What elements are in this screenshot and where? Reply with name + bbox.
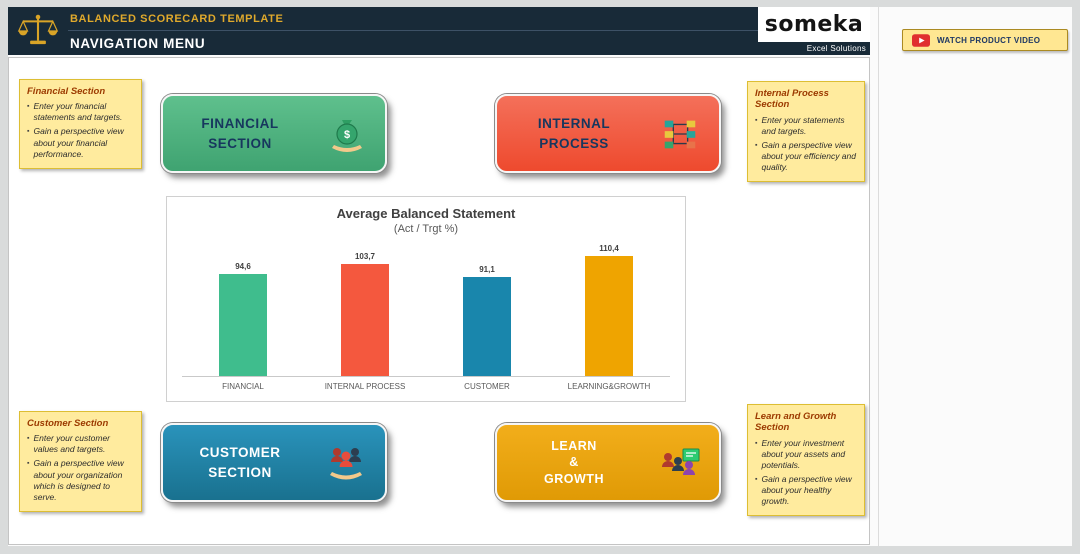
bar-value-label: 91,1: [479, 265, 495, 275]
bullet-marker: ▪: [755, 141, 758, 149]
note-bullet: ▪ Enter your financial statements and tar…: [27, 101, 134, 123]
bar-value-label: 94,6: [235, 261, 251, 271]
page-title: NAVIGATION MENU: [70, 35, 206, 51]
note-bullet-text: Enter your financial statements and targ…: [33, 101, 123, 123]
note-bullet: ▪ Gain a perspective view about your orga…: [27, 458, 134, 502]
training-icon: [651, 441, 709, 485]
chart-title: Average Balanced Statement: [336, 206, 516, 221]
internal-button-label: INTERNAL PROCESS: [537, 115, 611, 151]
chart-bar: [341, 263, 389, 376]
financial-button-label: FINANCIAL SECTION: [201, 115, 279, 151]
bullet-marker: ▪: [755, 439, 758, 447]
note-bullet: ▪ Enter your statements and targets.: [755, 115, 857, 137]
note-bullet-text: Gain a perspective view about your healt…: [761, 473, 852, 507]
note-bullet: ▪ Gain a perspective view about your heal…: [755, 474, 857, 507]
category-label: INTERNAL PROCESS: [324, 382, 406, 391]
bullet-marker: ▪: [755, 116, 758, 124]
internal-process-note: Internal Process Section ▪ Enter your sta…: [747, 81, 865, 183]
note-bullet-text: Enter your customer values and targets.: [33, 433, 111, 455]
chart-category-axis: FINANCIAL INTERNAL PROCESS CUSTOMER LEAR…: [182, 377, 670, 391]
bar-value-label: 110,4: [599, 244, 619, 254]
chart-subtitle: (Act / Trgt %): [393, 223, 459, 235]
svg-text:$: $: [344, 129, 350, 141]
note-bullet: ▪ Enter your customer values and targets.: [27, 433, 134, 455]
chart-column: 110,4: [548, 244, 670, 376]
note-title: Learn and Growth Section: [755, 411, 837, 434]
watch-product-video-button[interactable]: WATCH PRODUCT VIDEO: [902, 29, 1068, 51]
balance-scale-icon: [8, 7, 68, 55]
customer-note: Customer Section ▪ Enter your customer va…: [19, 411, 142, 512]
chart-column: 94,6: [182, 261, 304, 376]
note-bullet-text: Gain a perspective view about your effic…: [761, 139, 856, 172]
financial-note: Financial Section ▪ Enter your financial …: [19, 79, 142, 169]
note-bullet-text: Gain a perspective view about your finan…: [33, 126, 124, 159]
category-label: LEARNING&GROWTH: [567, 382, 651, 391]
note-title: Financial Section: [27, 86, 106, 97]
note-title: Internal Process Section: [755, 88, 829, 111]
note-bullet: ▪ Gain a perspective view about your effi…: [755, 140, 857, 173]
main-panel: Financial Section ▪ Enter your financial …: [8, 57, 870, 545]
category-label: FINANCIAL: [222, 382, 264, 391]
money-bag-icon: $: [317, 112, 375, 156]
bullet-marker: ▪: [755, 475, 758, 483]
internal-process-button[interactable]: INTERNAL PROCESS: [495, 94, 721, 173]
note-bullet-text: Enter your statements and targets.: [761, 114, 845, 136]
header-titles: BALANCED SCORECARD TEMPLATE NAVIGATION M…: [68, 7, 758, 55]
customer-section-button[interactable]: CUSTOMER SECTION: [161, 423, 387, 502]
customers-hand-icon: [317, 441, 375, 485]
chart-bar: [585, 256, 633, 376]
note-bullet: ▪ Gain a perspective view about your fina…: [27, 126, 134, 159]
chart-bar: [463, 277, 511, 376]
chart-column: 103,7: [304, 252, 426, 376]
chart-plot-area: 94,6 103,7 91,1 110,4: [182, 239, 670, 377]
chart-column: 91,1: [426, 265, 548, 376]
learn-button-label: LEARN & GROWTH: [544, 439, 604, 486]
note-bullet: ▪ Enter your investment about your assets…: [755, 438, 857, 471]
average-balanced-statement-chart: Average Balanced Statement (Act / Trgt %…: [166, 196, 686, 402]
customer-button-label: CUSTOMER SECTION: [199, 444, 281, 480]
learn-growth-note: Learn and Growth Section ▪ Enter your inv…: [747, 404, 865, 517]
process-flow-icon: [651, 113, 709, 155]
financial-section-button[interactable]: FINANCIAL SECTION $: [161, 94, 387, 173]
header-bar: BALANCED SCORECARD TEMPLATE NAVIGATION M…: [8, 7, 870, 55]
note-bullet-text: Gain a perspective view about your organ…: [33, 458, 124, 502]
someka-logo-subtext: Excel Solutions: [758, 42, 870, 55]
watch-video-label: WATCH PRODUCT VIDEO: [937, 35, 1041, 45]
bullet-marker: ▪: [27, 103, 30, 111]
someka-logo-text: someka: [758, 7, 870, 42]
bar-value-label: 103,7: [354, 251, 376, 261]
bullet-marker: ▪: [27, 128, 30, 136]
note-title: Customer Section: [27, 418, 109, 429]
learn-growth-button[interactable]: LEARN & GROWTH: [495, 423, 721, 502]
app-title: BALANCED SCORECARD TEMPLATE: [68, 11, 758, 31]
bullet-marker: ▪: [27, 435, 30, 443]
category-label: CUSTOMER: [464, 382, 510, 391]
bullet-marker: ▪: [27, 460, 30, 468]
sheet-divider-line: [878, 7, 879, 546]
chart-bar: [219, 273, 267, 376]
someka-logo: someka Excel Solutions: [758, 7, 870, 55]
note-bullet-text: Enter your investment about your assets …: [761, 437, 846, 470]
youtube-icon: [912, 33, 930, 47]
